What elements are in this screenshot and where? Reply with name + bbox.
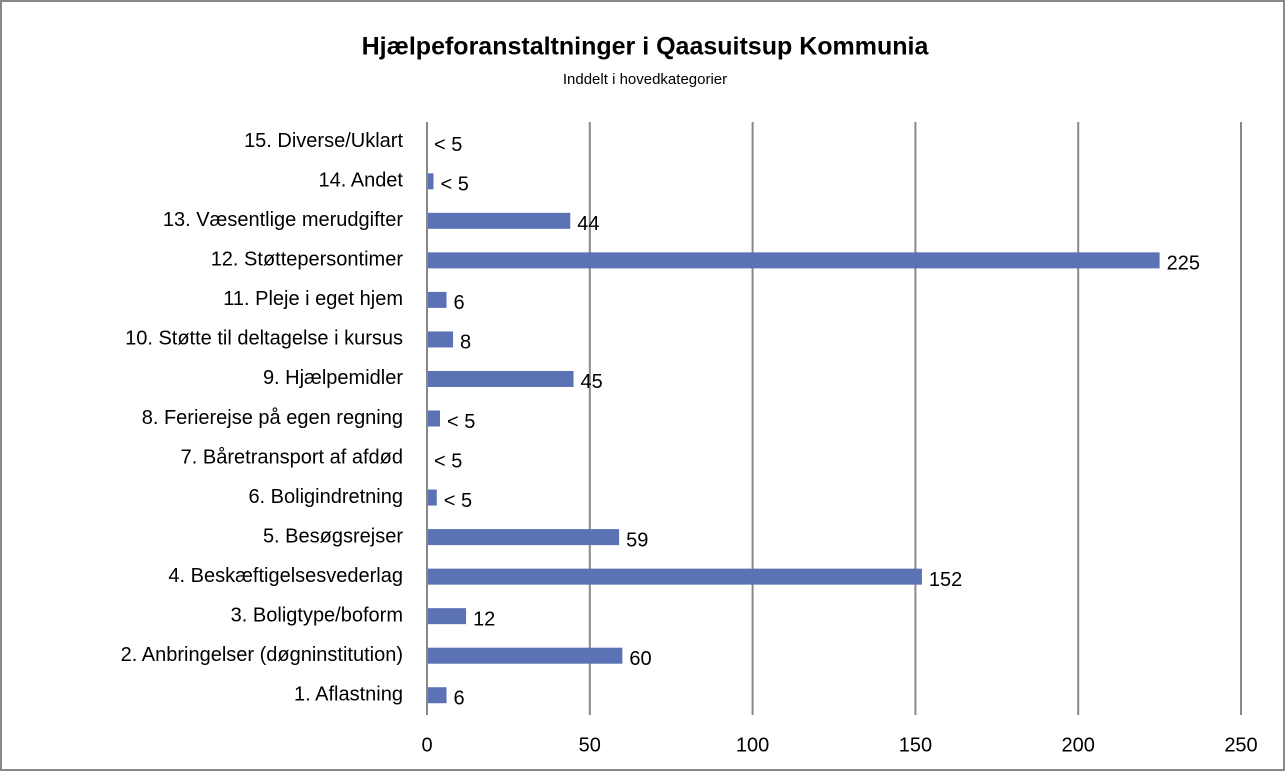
bar [427,173,434,190]
y-tick-label: 6. Boligindretning [248,486,403,508]
data-label: < 5 [434,134,462,156]
data-label: 6 [454,292,465,314]
y-tick-label: 8. Ferierejse på egen regning [142,407,403,429]
data-label: 12 [473,608,495,630]
y-tick-label: 9. Hjælpemidler [263,367,403,389]
y-tick-label: 1. Aflastning [294,684,403,706]
data-label: 152 [929,569,962,591]
data-label: 44 [577,213,599,235]
bar [427,529,620,546]
x-tick-label: 0 [421,734,432,756]
x-tick-label: 250 [1224,734,1257,756]
y-tick-label: 2. Anbringelser (døgninstitution) [121,644,403,666]
y-tick-label: 7. Båretransport af afdød [181,446,403,468]
data-label: 59 [626,529,648,551]
x-tick-label: 100 [736,734,769,756]
data-label: 8 [460,332,471,354]
bar [427,489,437,506]
x-tick-label: 200 [1062,734,1095,756]
bar [427,370,574,387]
data-label: < 5 [447,411,475,433]
data-label: 45 [581,371,603,393]
bar [427,687,447,704]
bar [427,291,447,308]
data-label: 60 [629,648,651,670]
bar [427,331,454,348]
chart-title: Hjælpeforanstaltninger i Qaasuitsup Komm… [362,33,930,61]
chart-subtitle: Inddelt i hovedkategorier [563,71,727,88]
data-label: < 5 [444,490,472,512]
y-tick-label: 3. Boligtype/boform [231,604,403,626]
y-tick-label: 13. Væsentlige merudgifter [163,209,403,231]
bar [427,252,1160,269]
x-tick-label: 50 [579,734,601,756]
y-tick-label: 4. Beskæftigelsesvederlag [168,565,403,587]
data-label: < 5 [441,174,469,196]
data-label: 6 [454,688,465,710]
x-tick-label: 150 [899,734,932,756]
data-label: < 5 [434,450,462,472]
y-tick-label: 15. Diverse/Uklart [244,130,403,152]
bar [427,608,467,625]
data-label: 225 [1167,253,1200,275]
y-tick-label: 14. Andet [318,170,403,192]
bar [427,212,571,229]
bar [427,568,922,585]
bar [427,647,623,664]
y-tick-label: 11. Pleje i eget hjem [223,288,403,310]
y-tick-label: 12. Støttepersontimer [211,249,404,271]
bar [427,410,441,427]
y-tick-label: 10. Støtte til deltagelse i kursus [125,328,403,350]
y-tick-label: 5. Besøgsrejser [263,525,403,547]
